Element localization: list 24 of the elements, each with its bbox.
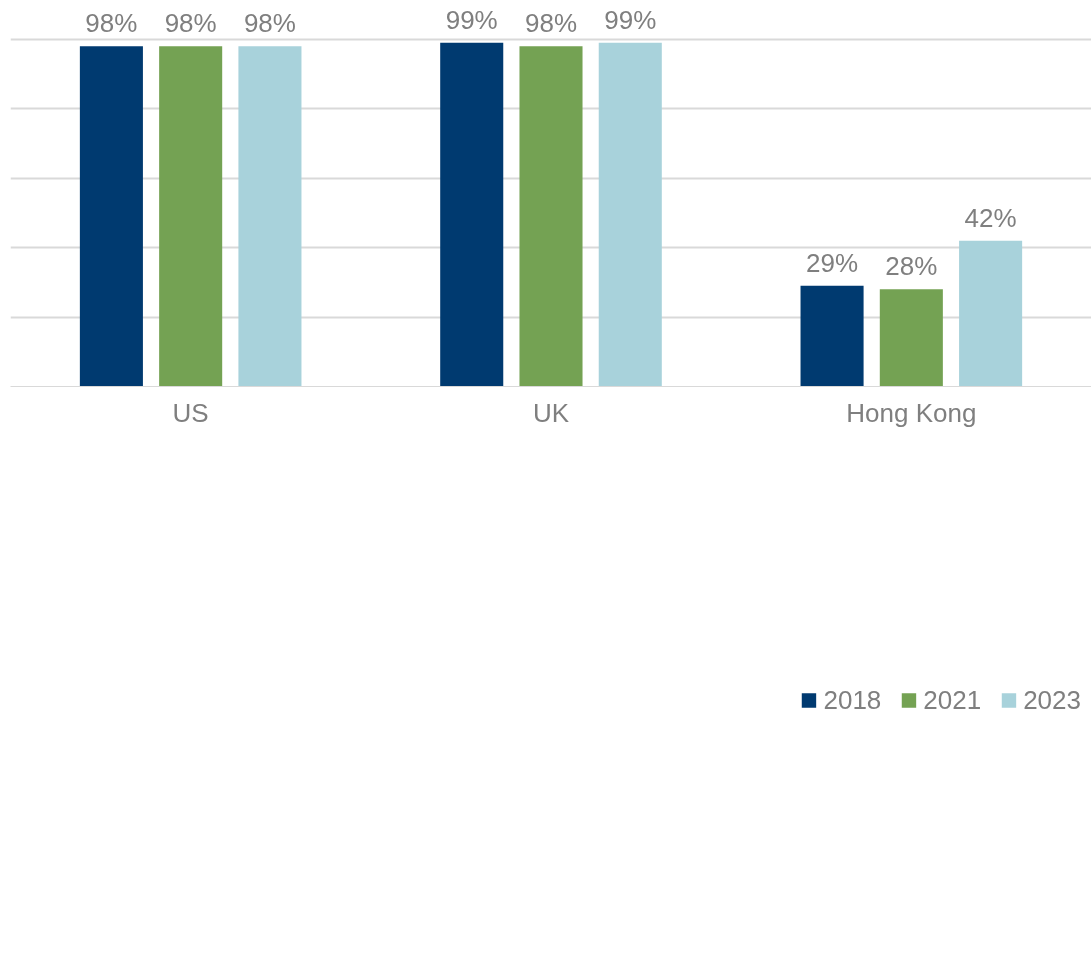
x-tick-label: UK bbox=[532, 397, 570, 428]
bar bbox=[959, 240, 1023, 387]
data-label: 98% bbox=[243, 8, 296, 39]
bar bbox=[159, 46, 223, 387]
x-tick-label: US bbox=[172, 397, 209, 428]
bar bbox=[519, 46, 583, 387]
bar bbox=[238, 46, 302, 387]
data-label: 98% bbox=[164, 8, 217, 39]
bar bbox=[440, 42, 504, 387]
legend-label: 2021 bbox=[923, 684, 982, 716]
data-label: 42% bbox=[964, 202, 1017, 233]
legend-label: 2018 bbox=[823, 684, 882, 716]
bar bbox=[800, 285, 864, 387]
bar bbox=[598, 42, 662, 387]
data-label: 28% bbox=[885, 251, 938, 282]
data-label: 99% bbox=[445, 4, 498, 35]
legend-label: 2023 bbox=[1023, 684, 1081, 716]
data-label: 98% bbox=[85, 8, 138, 39]
bar bbox=[79, 46, 143, 387]
bar bbox=[879, 289, 943, 387]
x-tick-label: Hong Kong bbox=[846, 397, 977, 428]
data-label: 98% bbox=[524, 8, 578, 39]
data-label: 99% bbox=[604, 4, 657, 35]
data-label: 29% bbox=[806, 247, 859, 278]
